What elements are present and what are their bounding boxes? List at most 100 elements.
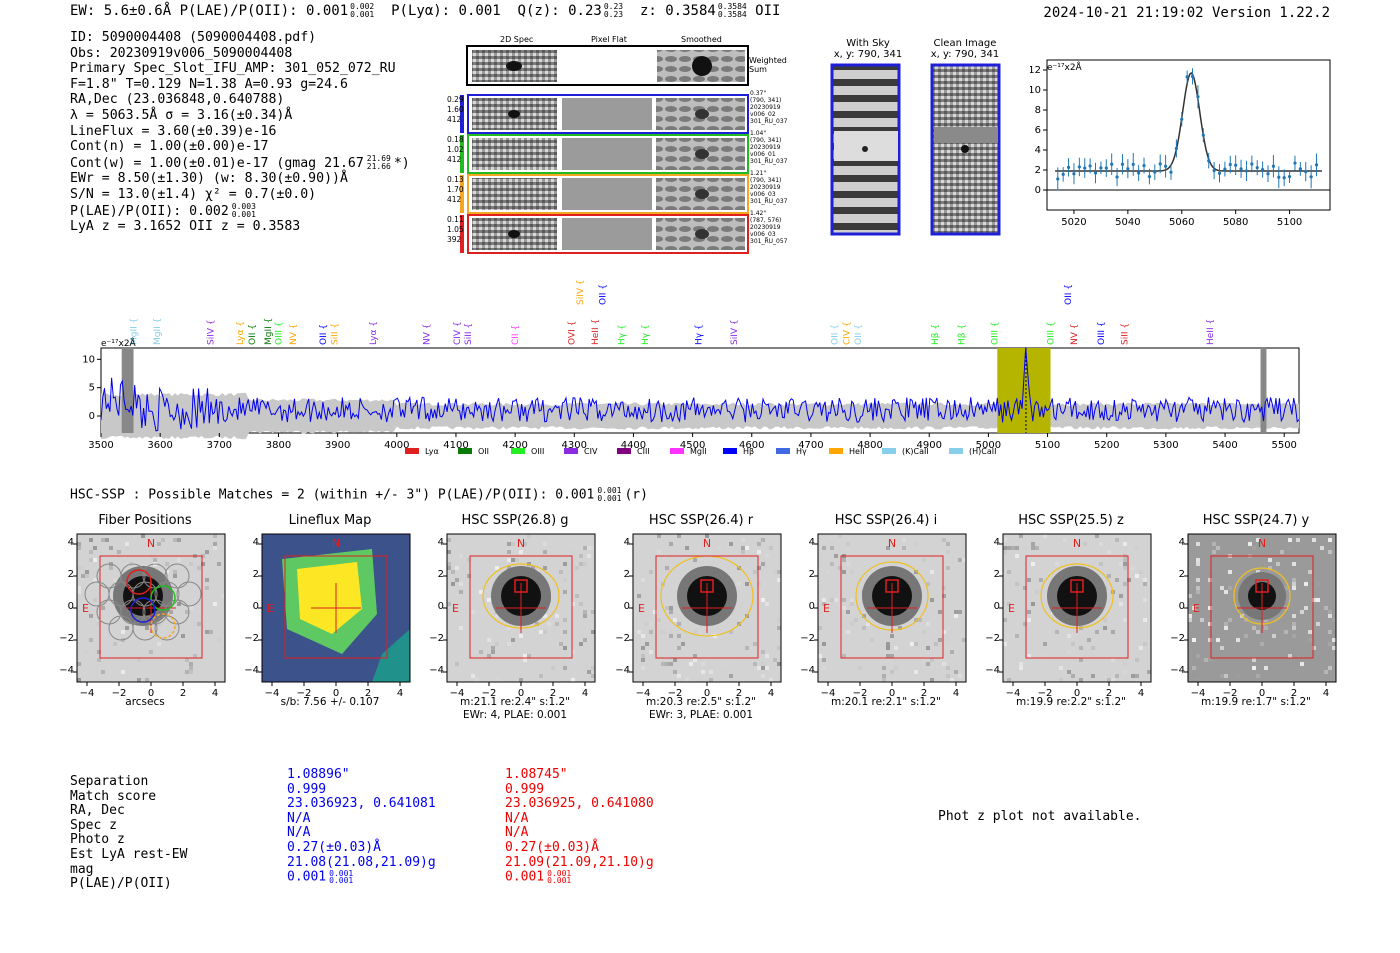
spectrum-line-label: HeII { — [1206, 319, 1216, 345]
cutout-noise — [1031, 542, 1035, 546]
row-plae: P(LAE)/P(OII) — [70, 876, 172, 892]
cutout-noise — [1220, 630, 1224, 634]
hsc-xtick-label: 2 — [921, 688, 927, 699]
hsc-ytick-label: 4 — [808, 537, 815, 548]
cutout-noise — [846, 562, 850, 566]
cutout-noise — [1019, 666, 1023, 670]
cutout-noise — [1188, 594, 1192, 598]
cutout-noise — [942, 630, 946, 634]
cutout-noise — [922, 630, 926, 634]
cutout-noise — [1119, 602, 1123, 606]
sky-images — [830, 63, 1001, 236]
cutout-noise — [189, 662, 193, 666]
cutout-noise — [101, 606, 105, 610]
hsc-xtick-label: −2 — [482, 688, 497, 699]
cutout-noise — [842, 558, 846, 562]
cutout-noise — [1308, 630, 1312, 634]
cutout-noise — [1071, 674, 1075, 678]
col1-plae-sup: 0.001 — [329, 869, 354, 879]
fiber-left-value: 0.18 — [447, 135, 464, 144]
summary-z: z: 0.3584 — [639, 3, 716, 19]
hsc-ytick-label: 2 — [437, 569, 444, 580]
match-col-1: 1.08896" 0.999 23.036923, 0.641081 N/A N… — [287, 767, 436, 885]
cutout-noise — [519, 550, 523, 554]
spectrum-line-label: Lyα { — [369, 321, 379, 345]
cutout-noise — [145, 678, 149, 682]
cutout-noise — [563, 662, 567, 666]
cutout-noise — [523, 654, 527, 658]
hsc-panel-title: Fiber Positions — [98, 513, 192, 528]
cutout-noise — [1192, 674, 1196, 678]
cutout-noise — [673, 618, 677, 622]
masked-region — [121, 348, 134, 433]
cutout-noise — [563, 666, 567, 670]
cutout-noise — [1087, 534, 1091, 538]
spectrum-xtick-label: 3900 — [325, 440, 350, 451]
cutout-noise — [1083, 542, 1087, 546]
cutout-noise — [665, 606, 669, 610]
cutout-noise — [1268, 566, 1272, 570]
hsc-ytick-label: 2 — [623, 569, 630, 580]
cutout-noise — [1256, 570, 1260, 574]
hsc-title-line: HSC-SSP : Possible Matches = 2 (within +… — [70, 487, 648, 503]
cutout-noise — [217, 638, 221, 642]
legend-label: Lyα — [425, 447, 439, 456]
fiber-left-value: 0.13 — [447, 175, 464, 184]
cutout-noise — [709, 678, 713, 682]
cutout-noise — [1236, 638, 1240, 642]
cutout-noise — [1143, 642, 1147, 646]
hsc-ytick-label: −2 — [59, 633, 74, 644]
cutout-noise — [753, 570, 757, 574]
cutout-noise — [685, 546, 689, 550]
cutout-noise — [1135, 674, 1139, 678]
cutout-noise — [575, 566, 579, 570]
cutout-noise — [137, 658, 141, 662]
spectrum-xtick-label: 4400 — [621, 440, 646, 451]
fiber-cutouts — [460, 45, 749, 254]
cutout-noise — [850, 602, 854, 606]
cutout-noise — [221, 550, 225, 554]
cutout-noise — [1135, 546, 1139, 550]
col2-photoz: N/A — [505, 825, 529, 841]
cutout-noise — [1087, 638, 1091, 642]
spectrum-line-label: Lyα { — [236, 321, 246, 345]
cutout-noise — [1328, 666, 1332, 670]
cutout-noise — [1316, 622, 1320, 626]
spectrum-xtick-label: 4000 — [384, 440, 409, 451]
cutout-noise — [101, 538, 105, 542]
cutout-noise — [459, 590, 463, 594]
cutout-noise — [729, 542, 733, 546]
cutout-noise — [649, 630, 653, 634]
cutout-noise — [583, 638, 587, 642]
hsc-xtick-label: −2 — [668, 688, 683, 699]
fiber-flat — [562, 218, 652, 250]
fiber-left-value: 1.60 — [447, 105, 464, 114]
search-box — [469, 555, 573, 659]
cutout-noise — [822, 598, 826, 602]
cutout-noise — [563, 590, 567, 594]
zoom-point — [1061, 172, 1065, 176]
cutout-noise — [850, 622, 854, 626]
zoom-point — [1293, 161, 1297, 165]
cutout-noise — [1288, 538, 1292, 542]
cutout-noise — [834, 554, 838, 558]
cutout-noise — [1216, 638, 1220, 642]
fiber-left-value: 1.05 — [447, 225, 464, 234]
cutout-noise — [93, 578, 97, 582]
hsc-sub: 0.001 — [597, 494, 622, 503]
cutout-noise — [1292, 614, 1296, 618]
row-radec: RA, Dec — [70, 803, 125, 819]
cutout-noise — [673, 658, 677, 662]
fiber-left-values: 0.18 1.02 412 — [447, 135, 464, 165]
cutout-noise — [838, 566, 842, 570]
cutout-noise — [1027, 610, 1031, 614]
hsc-caption-1: m:20.1 re:2.1" s:1.2" — [831, 696, 941, 708]
compass-north: N — [1073, 537, 1081, 550]
cutout-noise — [645, 642, 649, 646]
cutout-noise — [181, 634, 185, 638]
clean-title: Clean Image — [933, 38, 997, 49]
cutout-noise — [1292, 578, 1296, 582]
cutout-noise — [97, 658, 101, 662]
spectrum-xtick-label: 5100 — [1035, 440, 1060, 451]
cutout-noise — [1256, 538, 1260, 542]
